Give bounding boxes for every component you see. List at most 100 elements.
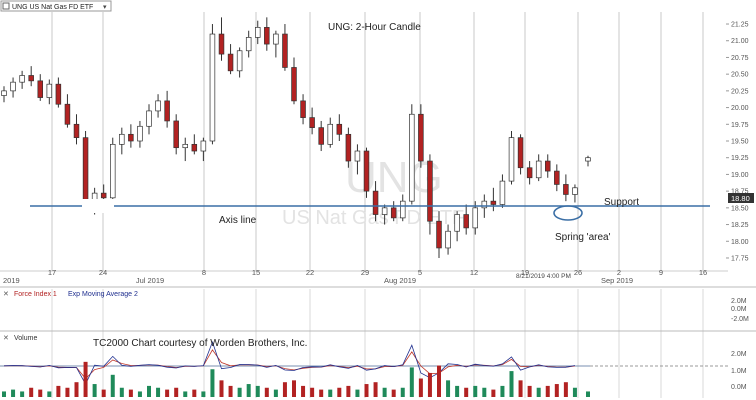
volume-bar: [455, 385, 460, 397]
candle-body: [381, 207, 388, 215]
volume-label[interactable]: Volume: [14, 335, 37, 342]
volume-bar: [282, 382, 287, 397]
candle-body: [463, 214, 469, 229]
volume-bar: [74, 382, 79, 397]
volume-tick-label: 1.0M: [731, 368, 747, 375]
candle-body: [264, 27, 270, 45]
candle-body: [499, 180, 506, 205]
candle-body: [64, 103, 71, 125]
volume-bar: [38, 389, 43, 397]
volume-bar: [119, 387, 124, 397]
candle-body: [291, 67, 297, 102]
candle-body: [418, 113, 424, 162]
candle-body: [472, 207, 479, 229]
candle-body: [82, 137, 89, 202]
volume-bar: [47, 391, 52, 397]
candle-body: [255, 27, 261, 38]
candle-body: [182, 143, 189, 149]
volume-bar: [464, 387, 469, 397]
volume-bar: [210, 369, 215, 397]
candle-body: [273, 33, 279, 45]
date-tick-label: 12: [470, 268, 478, 277]
candle-body: [318, 127, 324, 145]
symbol-checkbox-icon[interactable]: [2, 2, 10, 10]
volume-bar: [2, 391, 6, 397]
symbol-label: UNG US Nat Gas FD ETF: [12, 4, 93, 11]
volume-bar: [201, 391, 206, 397]
candle-body: [454, 214, 460, 232]
candle-body: [1, 90, 7, 96]
volume-bar: [518, 380, 523, 397]
volume-series: [2, 361, 590, 397]
candle-body: [73, 123, 80, 139]
volume-bar: [237, 387, 242, 397]
volume-bar: [337, 387, 342, 397]
volume-bar: [110, 374, 115, 397]
volume-bar: [264, 387, 269, 397]
candle-body: [282, 33, 288, 68]
volume-bar: [536, 387, 541, 397]
price-tick-label: 17.75: [731, 255, 749, 262]
volume-bar: [92, 384, 97, 397]
volume-tick-label: 2.0M: [731, 351, 747, 358]
force-index-series: [3, 340, 576, 385]
candle-body: [236, 50, 243, 72]
candle-body: [336, 123, 343, 135]
force-index-label[interactable]: Force Index 1: [14, 291, 57, 298]
volume-bar: [418, 378, 423, 397]
volume-bar: [137, 391, 142, 397]
date-tick-label: 26: [574, 268, 582, 277]
watermark-name: US Nat Gas FD ETF: [282, 207, 464, 229]
volume-bar: [491, 389, 496, 397]
candle-body: [354, 150, 361, 162]
cursor-time-readout: 8/21/2019 4:00 PM: [516, 273, 571, 280]
volume-bar: [509, 371, 514, 397]
volume-bar: [273, 389, 278, 397]
candle-body: [490, 200, 497, 205]
support-label: Support: [604, 197, 639, 208]
candle-body: [46, 83, 53, 98]
symbol-selector[interactable]: [0, 0, 112, 12]
chevron-down-icon[interactable]: ▾: [103, 3, 107, 11]
date-tick-label: 5: [418, 268, 422, 277]
volume-close-icon[interactable]: ✕: [3, 335, 9, 342]
candle-body: [436, 220, 442, 249]
volume-bar: [364, 384, 369, 397]
volume-bar: [11, 389, 16, 397]
price-tick-label: 20.50: [731, 72, 749, 79]
candle-body: [28, 75, 34, 82]
force-index-tick-label: 2.0M: [731, 298, 747, 305]
volume-bar: [255, 385, 260, 397]
volume-bar: [482, 387, 487, 397]
candle-body: [146, 110, 152, 127]
force-index-close-icon[interactable]: ✕: [3, 291, 9, 298]
ema-label[interactable]: Exp Moving Average 2: [68, 291, 138, 298]
date-tick-label: Aug 2019: [384, 276, 416, 285]
volume-bar: [174, 387, 179, 397]
candle-body: [19, 75, 25, 83]
price-tick-label: 18.00: [731, 239, 749, 246]
date-tick-label: 2019: [3, 276, 20, 285]
candlestick-series: [1, 17, 591, 258]
price-tick-label: 19.50: [731, 139, 749, 146]
volume-bar: [29, 387, 34, 397]
volume-bar: [572, 387, 577, 397]
candle-body: [544, 160, 551, 172]
candle-body: [137, 125, 143, 142]
candle-body: [309, 117, 315, 128]
candle-body: [409, 113, 415, 202]
candle-body: [300, 100, 306, 118]
candle-body: [37, 80, 43, 98]
volume-bar: [56, 385, 61, 397]
volume-bar: [437, 365, 441, 397]
volume-bar: [301, 385, 306, 397]
spring-area-label: Spring 'area': [555, 232, 611, 243]
candle-body: [363, 150, 370, 192]
candle-body: [119, 133, 125, 145]
volume-bar: [156, 387, 161, 397]
candle-body: [55, 83, 62, 105]
indicator-axis: 2.0M0.0M-2.0M2.0M1.0M0.0M: [731, 298, 749, 391]
volume-bar: [319, 389, 324, 397]
force-index-tick-label: -2.0M: [731, 316, 749, 323]
